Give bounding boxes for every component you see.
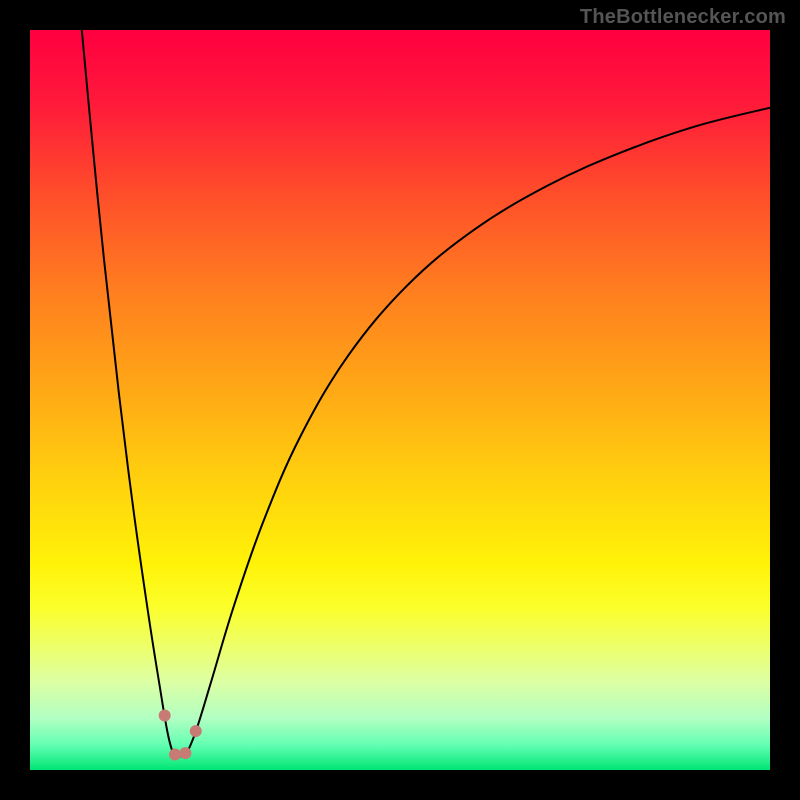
curve-markers: [159, 710, 202, 761]
curve-left-branch: [82, 30, 180, 757]
curve-marker: [190, 725, 202, 737]
curve-marker: [159, 710, 171, 722]
curve-right-branch: [179, 108, 770, 757]
curve-marker: [169, 748, 181, 760]
curve-marker: [179, 747, 191, 759]
chart-container: TheBottlenecker.com: [0, 0, 800, 800]
watermark-text: TheBottlenecker.com: [580, 6, 786, 29]
curve-layer: [30, 30, 770, 770]
plot-area: [30, 30, 770, 770]
